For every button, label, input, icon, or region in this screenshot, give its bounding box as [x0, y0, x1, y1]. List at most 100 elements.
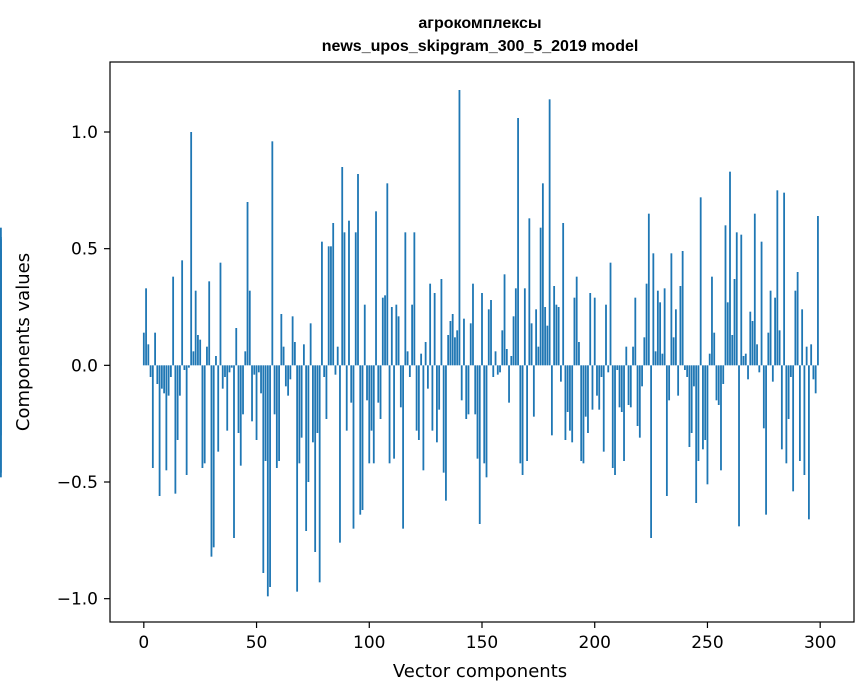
bar	[756, 344, 758, 366]
bar	[776, 190, 779, 366]
bar	[0, 248, 2, 366]
bar	[375, 211, 377, 366]
bar	[145, 288, 147, 366]
bar	[357, 174, 359, 366]
bar	[801, 309, 804, 366]
bar	[199, 339, 202, 366]
bar	[354, 232, 357, 366]
bar	[181, 260, 184, 366]
bar	[526, 365, 528, 461]
bar	[393, 365, 395, 459]
bar	[300, 365, 303, 438]
bar	[476, 365, 479, 459]
bar	[485, 365, 488, 478]
bar	[481, 293, 483, 366]
bar	[348, 220, 350, 366]
bar	[237, 365, 240, 433]
bar	[647, 213, 650, 366]
bar	[352, 365, 355, 529]
bar	[548, 99, 551, 366]
bar	[517, 118, 519, 366]
bar	[194, 290, 197, 366]
bar	[465, 365, 468, 419]
bar	[494, 351, 497, 366]
bar	[366, 365, 368, 401]
bar	[744, 353, 747, 366]
bar	[706, 365, 709, 485]
bar	[593, 297, 596, 366]
bar	[454, 337, 456, 366]
bar	[724, 225, 727, 366]
bar	[483, 365, 486, 464]
bar	[496, 365, 499, 375]
bar	[505, 349, 508, 366]
bar	[638, 365, 641, 438]
bar	[436, 365, 438, 443]
bar	[190, 132, 193, 366]
bar	[233, 365, 235, 538]
bar	[641, 365, 643, 387]
bar	[679, 286, 682, 366]
bar	[654, 351, 657, 366]
bar	[402, 365, 404, 529]
bar	[650, 365, 652, 538]
bar	[735, 232, 738, 366]
bar	[503, 274, 506, 366]
bar	[562, 223, 565, 366]
bar	[539, 227, 542, 366]
bar	[715, 365, 718, 401]
x-axis-label: Vector components	[393, 661, 567, 682]
x-axis-ticks: 0 50 100 150 200 250 300	[138, 622, 836, 653]
bar	[160, 365, 163, 389]
bar	[192, 351, 195, 366]
bar	[499, 365, 501, 373]
bar	[336, 346, 339, 366]
bar	[174, 365, 177, 494]
bar	[307, 365, 310, 482]
bar	[677, 365, 680, 396]
bar	[289, 365, 292, 380]
bar	[183, 365, 186, 370]
y-tick-label: 0.5	[71, 240, 98, 260]
bar	[327, 246, 330, 366]
bar	[151, 365, 154, 468]
bar	[787, 365, 790, 419]
bar	[600, 365, 603, 377]
y-tick-label: −0.5	[57, 473, 98, 493]
bar	[226, 365, 229, 431]
bar	[578, 342, 580, 366]
bar	[255, 365, 258, 440]
bar	[695, 365, 698, 503]
bar	[805, 346, 808, 366]
bar	[302, 344, 305, 366]
bar	[429, 283, 432, 366]
bar	[702, 365, 704, 450]
bar	[532, 365, 535, 417]
bar	[519, 365, 522, 464]
y-tick-label: 1.0	[71, 123, 98, 143]
bar	[569, 365, 571, 431]
bar	[210, 365, 213, 557]
bar	[426, 365, 429, 389]
bar	[580, 365, 583, 461]
bar	[298, 365, 301, 464]
bar	[305, 365, 308, 531]
bar	[413, 232, 416, 366]
bar	[643, 337, 646, 366]
bar	[668, 365, 671, 401]
bar	[248, 290, 251, 366]
bar	[690, 365, 693, 433]
bar	[812, 365, 815, 380]
bar	[611, 365, 614, 468]
bar	[345, 365, 348, 431]
bar	[670, 253, 673, 366]
bar	[760, 241, 763, 366]
bar	[573, 297, 576, 366]
bar	[544, 307, 547, 366]
x-tick-label: 50	[246, 633, 268, 653]
bar	[318, 365, 321, 583]
bar	[172, 276, 175, 366]
bar	[381, 297, 384, 366]
bar	[717, 365, 720, 405]
bar	[523, 288, 526, 366]
